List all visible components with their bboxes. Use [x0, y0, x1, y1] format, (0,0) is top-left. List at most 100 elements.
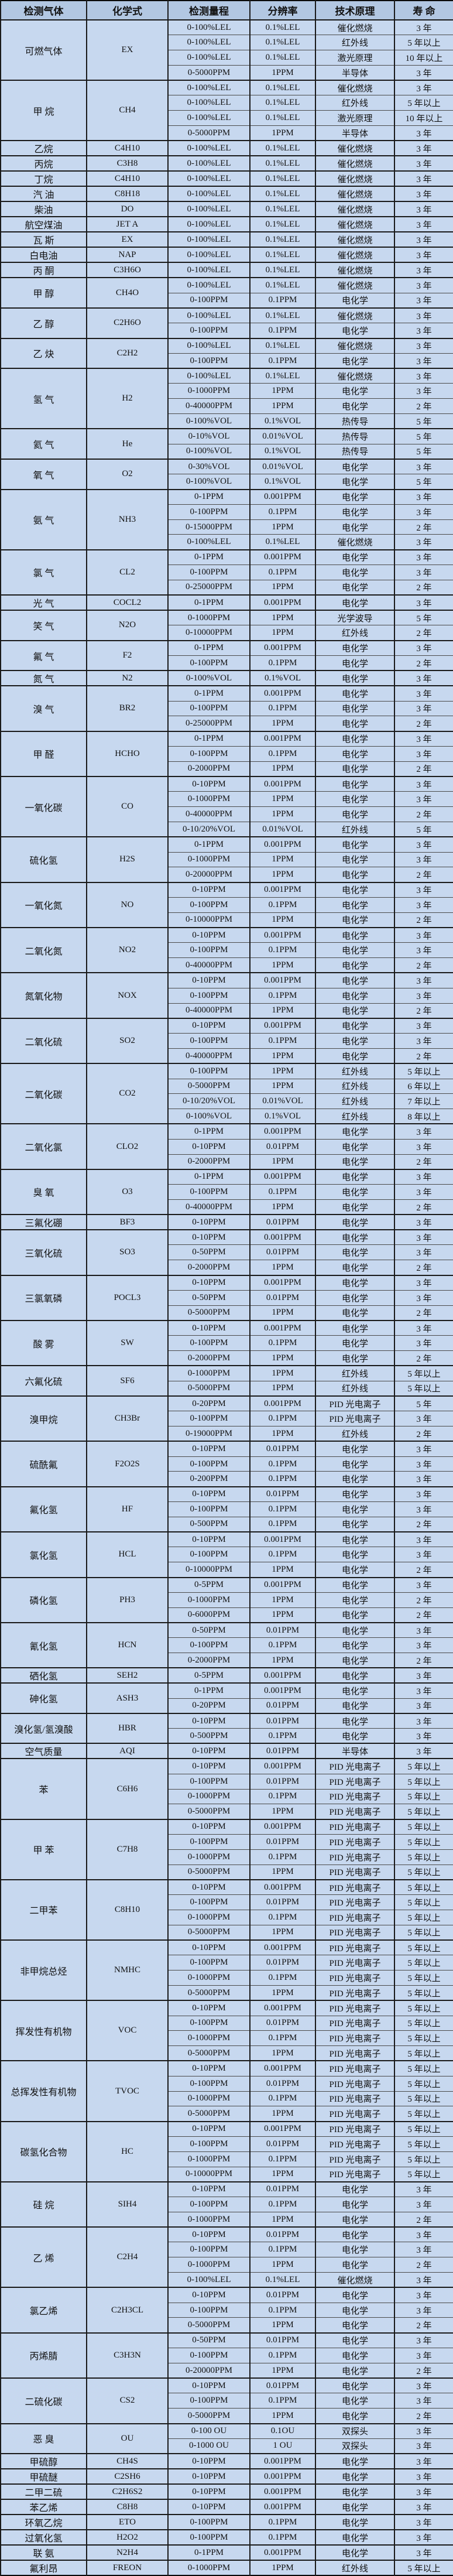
formula-cell: NMHC	[86, 1939, 168, 2001]
formula-cell: H2S	[86, 836, 168, 882]
principle-cell: PID 光电离子	[315, 2000, 394, 2016]
range-cell: 0-100%LEL	[167, 231, 250, 248]
table-row: 0-40000PPM 1PPM 电化学 2 年	[1, 398, 453, 414]
resolution-cell: 0.1%LEL	[249, 216, 315, 232]
range-cell: 0-100%LEL	[167, 95, 250, 111]
gas-name-cell: 瓦 斯	[0, 231, 87, 248]
lifetime-cell: 3 年	[394, 383, 453, 399]
principle-cell: 热传导	[315, 428, 394, 444]
lifetime-cell: 3 年	[394, 881, 453, 898]
table-row: 0-100PPM 0.01PPM PID 光电离子 5 年以上	[1, 2015, 453, 2031]
resolution-cell: 0.01PPM	[249, 1138, 315, 1154]
table-row: 三氟化硼 BF3 0-10PPM 0.01PPM 电化学 3 年	[0, 1214, 453, 1230]
resolution-cell: 0.1%LEL	[249, 2272, 315, 2288]
range-cell: 0-100PPM	[167, 565, 250, 580]
range-cell: 0-100%LEL	[167, 201, 250, 217]
principle-cell: 电化学	[315, 2226, 394, 2242]
gas-name-cell: 丁烷	[0, 170, 87, 187]
range-cell: 0-1000PPM	[167, 610, 250, 625]
principle-cell: PID 光电离子	[315, 2166, 394, 2182]
resolution-cell: 1PPM	[249, 1003, 315, 1018]
table-row: 0-100PPM 0.1PPM 电化学 3 年	[1, 987, 453, 1004]
lifetime-cell: 5 年以上	[394, 1833, 453, 1850]
principle-cell: PID 光电离子	[315, 2120, 394, 2137]
range-cell: 0-100PPM	[167, 1063, 250, 1079]
range-cell: 0-10PPM	[167, 1274, 250, 1291]
lifetime-cell: 5 年以上	[394, 1894, 453, 1910]
principle-cell: 电化学	[315, 1486, 394, 1502]
principle-cell: 电化学	[315, 1138, 394, 1154]
principle-cell: 电化学	[315, 836, 394, 853]
resolution-cell: 0.1PPM	[249, 1728, 315, 1744]
resolution-cell: 0.001PPM	[249, 1818, 315, 1835]
resolution-cell: 0.1PPM	[249, 1637, 315, 1653]
principle-cell: PID 光电离子	[315, 1970, 394, 1986]
table-row: 0-100PPM 0.1PPM 电化学 3 年	[1, 2302, 453, 2318]
table-row: 丙烯腈 C3H3N 0-50PPM 0.01PPM 电化学 3 年	[0, 2332, 453, 2379]
principle-cell: 电化学	[315, 579, 394, 596]
gas-name-cell: 恶 臭	[0, 2423, 87, 2454]
lifetime-cell: 3 年	[394, 2272, 453, 2288]
range-cell: 0-1000PPM	[167, 851, 250, 867]
lifetime-cell: 3 年	[394, 1184, 453, 1200]
table-row: 0-100PPM 0.01PPM PID 光电离子 5 年以上	[1, 1894, 453, 1910]
lifetime-cell: 3 年	[394, 353, 453, 369]
range-cell: 0-100PPM	[167, 1833, 250, 1850]
principle-cell: 催化燃烧	[315, 140, 394, 156]
principle-cell: 电化学	[315, 670, 394, 686]
formula-cell: NOX	[86, 972, 168, 1018]
principle-cell: 电化学	[315, 1547, 394, 1562]
lifetime-cell: 2 年	[394, 1350, 453, 1366]
lifetime-cell: 5 年以上	[394, 2045, 453, 2061]
resolution-cell: 0.1PPM	[249, 1501, 315, 1517]
principle-cell: 电化学	[315, 1667, 394, 1684]
principle-cell: 电化学	[315, 2211, 394, 2228]
lifetime-cell: 3 年	[394, 64, 453, 81]
formula-cell: ASH3	[86, 1682, 168, 1713]
table-row: 0-5000PPM 1PPM 半导体 3 年	[1, 125, 453, 141]
resolution-cell: 0.001PPM	[249, 836, 315, 853]
resolution-cell: 0.001PPM	[249, 2120, 315, 2137]
range-cell: 0-100PPM	[167, 1033, 250, 1049]
range-cell: 0-10PPM	[167, 2060, 250, 2076]
formula-cell: PH3	[86, 1576, 168, 1623]
lifetime-cell: 3 年	[394, 730, 453, 747]
range-cell: 0-5000PPM	[167, 2106, 250, 2122]
range-cell: 0-10PPM	[167, 2499, 250, 2515]
table-row: 丙烷 C3H8 0-100%LEL 0.1%LEL 催化燃烧 3 年	[0, 155, 453, 172]
resolution-cell: 0.001PPM	[249, 549, 315, 565]
resolution-cell: 0.001PPM	[249, 1168, 315, 1185]
range-cell: 0-100%VOL	[167, 413, 250, 429]
range-cell: 0-10PPM	[167, 881, 250, 898]
table-row: 0-2000PPM 1PPM 电化学 2 年	[1, 1154, 453, 1169]
resolution-cell: 0.001PPM	[249, 881, 315, 898]
lifetime-cell: 3 年	[394, 262, 453, 278]
principle-cell: 催化燃烧	[315, 170, 394, 187]
formula-cell: C7H8	[86, 1818, 168, 1880]
principle-cell: PID 光电离子	[315, 2045, 394, 2061]
table-row: 过氧化氢 H2O2 0-100PPM 0.1PPM 电化学 3 年	[0, 2529, 453, 2546]
resolution-cell: 0.01PPM	[249, 1486, 315, 1502]
table-row: 0-100%LEL 0.1%LEL 催化燃烧 3 年	[1, 2272, 453, 2288]
lifetime-cell: 3 年	[394, 1576, 453, 1593]
table-row: 苯乙烯 C8H8 0-10PPM 0.001PPM 电化学 3 年	[0, 2499, 453, 2515]
table-row: 砷化氢 ASH3 0-1PPM 0.001PPM 电化学 3 年	[0, 1682, 453, 1713]
range-cell: 0-10PPM	[167, 2468, 250, 2485]
resolution-cell: 1PPM	[249, 1305, 315, 1321]
formula-cell: HF	[86, 1486, 168, 1532]
principle-cell: 电化学	[315, 2242, 394, 2257]
gas-name-cell: 二氧化碳	[0, 1063, 87, 1124]
formula-cell: C2H2	[86, 337, 168, 369]
resolution-cell: 0.1%LEL	[249, 262, 315, 278]
formula-cell: C2H3CL	[86, 2287, 168, 2333]
principle-cell: PID 光电离子	[315, 1833, 394, 1850]
lifetime-cell: 2 年	[394, 1305, 453, 1321]
lifetime-cell: 2 年	[394, 2257, 453, 2273]
gas-name-cell: 碳氢化合物	[0, 2120, 87, 2182]
table-row: 0-1000PPM 0.1PPM PID 光电离子 5 年以上	[1, 2091, 453, 2106]
range-cell: 0-1000PPM	[167, 2560, 250, 2576]
range-cell: 0-10PPM	[167, 2377, 250, 2393]
table-row: 0-1000PPM 0.1PPM PID 光电离子 5 年以上	[1, 2151, 453, 2167]
table-row: 二甲苯 C8H10 0-10PPM 0.001PPM PID 光电离子 5 年以上	[0, 1879, 453, 1941]
range-cell: 0-40000PPM	[167, 398, 250, 414]
